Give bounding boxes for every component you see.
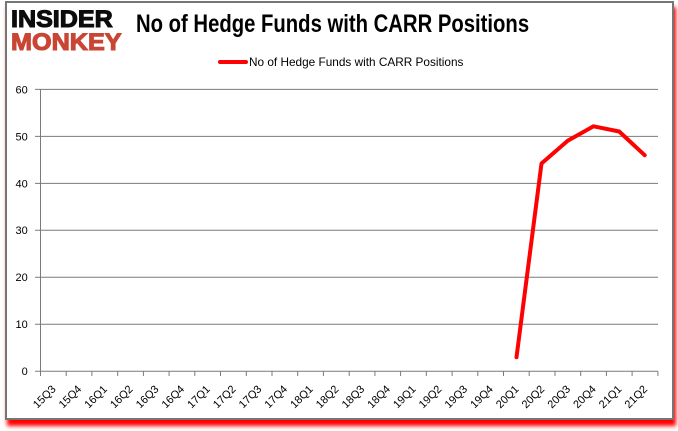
svg-text:40: 40 bbox=[16, 178, 28, 190]
svg-text:21Q2: 21Q2 bbox=[623, 383, 651, 411]
svg-text:17Q4: 17Q4 bbox=[262, 383, 290, 411]
svg-text:16Q4: 16Q4 bbox=[160, 383, 188, 411]
svg-text:50: 50 bbox=[16, 131, 28, 143]
svg-text:20Q2: 20Q2 bbox=[520, 383, 548, 411]
svg-text:17Q1: 17Q1 bbox=[185, 383, 213, 411]
svg-text:10: 10 bbox=[16, 319, 28, 331]
svg-text:18Q1: 18Q1 bbox=[288, 383, 316, 411]
svg-text:0: 0 bbox=[22, 366, 28, 378]
svg-text:19Q2: 19Q2 bbox=[417, 383, 445, 411]
svg-text:15Q3: 15Q3 bbox=[31, 383, 59, 411]
svg-text:18Q2: 18Q2 bbox=[314, 383, 342, 411]
svg-text:20: 20 bbox=[16, 272, 28, 284]
svg-text:16Q3: 16Q3 bbox=[134, 383, 162, 411]
svg-text:20Q3: 20Q3 bbox=[545, 383, 573, 411]
svg-text:19Q3: 19Q3 bbox=[443, 383, 471, 411]
svg-text:15Q4: 15Q4 bbox=[57, 383, 85, 411]
svg-text:18Q4: 18Q4 bbox=[365, 383, 393, 411]
svg-text:16Q2: 16Q2 bbox=[108, 383, 136, 411]
svg-text:19Q1: 19Q1 bbox=[391, 383, 419, 411]
svg-text:30: 30 bbox=[16, 225, 28, 237]
svg-text:60: 60 bbox=[16, 84, 28, 96]
svg-text:20Q1: 20Q1 bbox=[494, 383, 522, 411]
svg-text:18Q3: 18Q3 bbox=[340, 383, 368, 411]
svg-text:17Q2: 17Q2 bbox=[211, 383, 239, 411]
svg-text:17Q3: 17Q3 bbox=[237, 383, 265, 411]
svg-text:19Q4: 19Q4 bbox=[468, 383, 496, 411]
svg-text:21Q1: 21Q1 bbox=[597, 383, 625, 411]
svg-text:20Q4: 20Q4 bbox=[571, 383, 599, 411]
svg-text:16Q1: 16Q1 bbox=[82, 383, 110, 411]
